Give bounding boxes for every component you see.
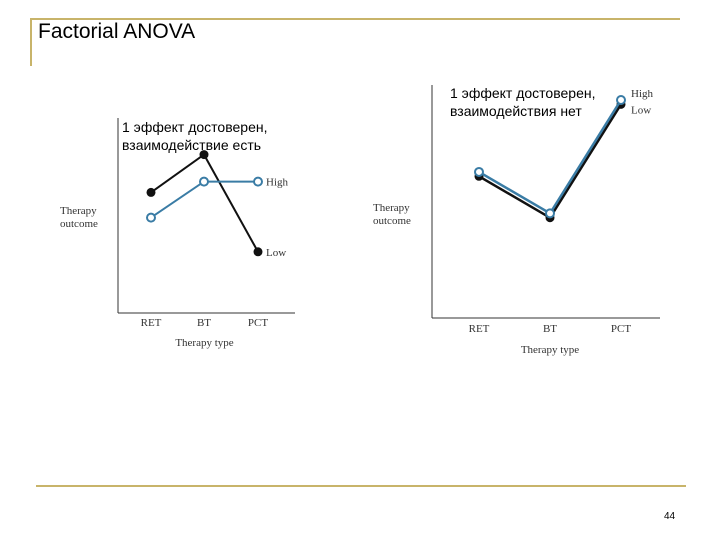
chart-2-legend-low: Low	[631, 104, 651, 116]
chart-1-series-high-line	[150, 180, 258, 219]
chart-2-point-high-pct	[616, 95, 626, 105]
chart-2-point-high-bt	[545, 208, 555, 219]
chart-1-caption-line-2: взаимодействие есть	[122, 137, 262, 153]
chart-1-y-axis-label-line-1: Therapy	[60, 205, 97, 217]
chart-1-x-axis-label: Therapy type	[175, 337, 233, 349]
chart-2-caption: 1 эффект достоверен, взаимодействия нет	[450, 84, 595, 120]
chart-2-series-low-line	[478, 103, 623, 220]
footer-rule	[36, 485, 686, 487]
chart-1-x-tick-pct: PCT	[248, 317, 268, 329]
title-left-rule	[30, 18, 32, 66]
chart-1-series-low-line	[150, 153, 259, 253]
chart-2-x-tick-bt: BT	[543, 323, 557, 335]
chart-2-caption-line-2: взаимодействия нет	[450, 103, 582, 119]
title-top-rule	[30, 18, 680, 20]
chart-2-legend-high: High	[631, 88, 654, 100]
chart-2-y-axis-label-line-2: outcome	[373, 215, 411, 227]
chart-1-y-axis-label-line-2: outcome	[60, 218, 98, 230]
chart-2-x-tick-ret: RET	[469, 323, 490, 335]
chart-1-legend-low: Low	[266, 247, 286, 259]
chart-2-series-high-line	[478, 99, 623, 216]
page-number: 44	[664, 511, 676, 522]
chart-1-x-tick-bt: BT	[197, 317, 211, 329]
chart-1-caption: 1 эффект достоверен, взаимодействие есть	[122, 118, 267, 154]
chart-2-x-axis-label: Therapy type	[521, 344, 579, 356]
chart-1-caption-line-1: 1 эффект достоверен,	[122, 119, 268, 135]
chart-1-point-low-ret	[146, 187, 156, 197]
chart-1-point-low-pct	[253, 247, 263, 257]
slide-title: Factorial ANOVA	[38, 20, 196, 43]
chart-1-point-low-bt	[199, 150, 209, 160]
chart-2-point-high-ret	[474, 166, 484, 177]
chart-1-legend-high: High	[266, 177, 289, 189]
chart-1-point-high-ret	[146, 212, 156, 223]
chart-2-y-axis-label-line-1: Therapy	[373, 202, 410, 214]
chart-2-x-tick-pct: PCT	[611, 323, 631, 335]
chart-1-point-high-pct	[253, 176, 263, 187]
chart-1-point-high-bt	[199, 176, 209, 187]
chart-2-caption-line-1: 1 эффект достоверен,	[450, 85, 596, 101]
chart-1-x-tick-ret: RET	[141, 317, 162, 329]
